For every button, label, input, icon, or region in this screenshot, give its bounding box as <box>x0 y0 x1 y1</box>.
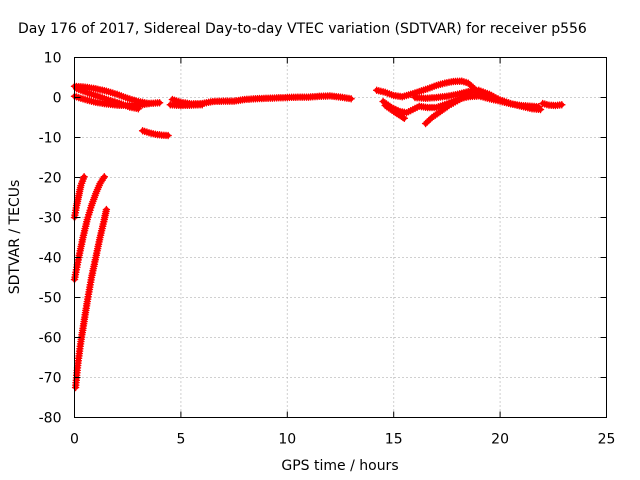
series-arc-7 <box>70 172 88 222</box>
series-arc-14 <box>421 86 496 128</box>
y-tick-label: -20 <box>39 171 62 187</box>
y-tick-label: -50 <box>39 291 62 307</box>
x-tick-label: 10 <box>278 432 296 448</box>
chart-title: Day 176 of 2017, Sidereal Day-to-day VTE… <box>18 21 587 37</box>
series-arc-15 <box>538 99 566 110</box>
series-markers <box>538 99 566 110</box>
grid-lines <box>74 57 607 418</box>
x-tick-label: 25 <box>598 432 616 448</box>
y-tick-label: -60 <box>39 331 62 347</box>
series-markers <box>381 101 409 123</box>
series-markers <box>372 77 483 101</box>
x-tick-label: 15 <box>385 432 403 448</box>
plot-frame <box>74 57 607 418</box>
y-axis-label: SDTVAR / TECUs <box>7 180 23 295</box>
series-markers <box>138 126 172 140</box>
y-tick-label: -70 <box>39 371 62 387</box>
series-arc-3 <box>72 84 143 113</box>
x-tick-label: 20 <box>491 432 509 448</box>
x-tick-labels: 0 5 10 15 20 25 <box>70 432 615 448</box>
series-markers <box>72 84 143 113</box>
series-arc-9 <box>71 205 111 392</box>
axis-ticks <box>74 57 607 418</box>
x-axis-label: GPS time / hours <box>281 458 398 474</box>
x-tick-label: 5 <box>176 432 185 448</box>
series-arc-4 <box>138 126 172 140</box>
y-tick-labels: -80 -70 -60 -50 -40 -30 -20 -10 0 10 <box>39 51 62 427</box>
series-markers <box>421 86 496 128</box>
series-arc-12 <box>381 101 409 123</box>
y-tick-label: -30 <box>39 211 62 227</box>
y-tick-label: 10 <box>44 51 62 67</box>
series-markers <box>166 100 206 110</box>
series-arc-10 <box>372 77 483 101</box>
y-tick-label: -10 <box>39 131 62 147</box>
y-tick-label: 0 <box>53 91 62 107</box>
y-tick-label: -40 <box>39 251 62 267</box>
series-arc-6 <box>166 100 206 110</box>
data-series <box>70 77 566 392</box>
y-tick-label: -80 <box>39 411 62 427</box>
x-tick-label: 0 <box>70 432 79 448</box>
series-markers <box>71 205 111 392</box>
